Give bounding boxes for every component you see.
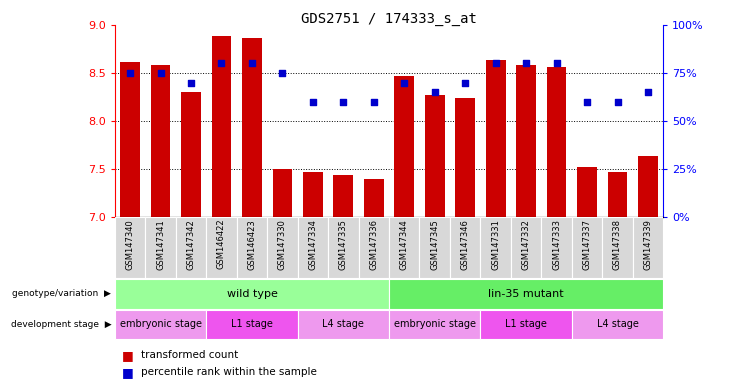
Bar bbox=[298, 310, 389, 339]
Point bbox=[276, 70, 288, 76]
Text: L1 stage: L1 stage bbox=[231, 319, 273, 329]
Text: GSM147338: GSM147338 bbox=[613, 219, 622, 270]
Bar bbox=[359, 217, 389, 278]
Text: GSM147336: GSM147336 bbox=[369, 219, 379, 270]
Text: GSM147335: GSM147335 bbox=[339, 219, 348, 270]
Bar bbox=[268, 217, 298, 278]
Bar bbox=[547, 67, 566, 217]
Bar bbox=[455, 98, 475, 217]
Text: genotype/variation  ▶: genotype/variation ▶ bbox=[13, 289, 111, 298]
Bar bbox=[608, 172, 628, 217]
Text: GSM147341: GSM147341 bbox=[156, 219, 165, 270]
Point bbox=[581, 99, 593, 105]
Bar bbox=[577, 167, 597, 217]
Text: ■: ■ bbox=[122, 349, 134, 362]
Bar bbox=[150, 65, 170, 217]
Point bbox=[490, 60, 502, 66]
Text: L4 stage: L4 stage bbox=[322, 319, 365, 329]
Text: GSM147330: GSM147330 bbox=[278, 219, 287, 270]
Point bbox=[642, 89, 654, 95]
Bar bbox=[450, 217, 480, 278]
Point bbox=[551, 60, 562, 66]
Text: GSM147345: GSM147345 bbox=[431, 219, 439, 270]
Bar bbox=[480, 217, 511, 278]
Bar bbox=[602, 217, 633, 278]
Bar bbox=[206, 310, 298, 339]
Point bbox=[337, 99, 349, 105]
Text: GSM147332: GSM147332 bbox=[522, 219, 531, 270]
Point bbox=[429, 89, 441, 95]
Bar bbox=[303, 172, 323, 217]
Bar bbox=[486, 60, 505, 217]
Point bbox=[399, 79, 411, 86]
Text: GSM147339: GSM147339 bbox=[643, 219, 653, 270]
Bar bbox=[298, 217, 328, 278]
Bar bbox=[115, 279, 389, 308]
Text: GSM147337: GSM147337 bbox=[582, 219, 591, 270]
Point bbox=[246, 60, 258, 66]
Text: lin-35 mutant: lin-35 mutant bbox=[488, 289, 564, 299]
Bar bbox=[236, 217, 268, 278]
Text: embryonic stage: embryonic stage bbox=[119, 319, 202, 329]
Text: GSM146423: GSM146423 bbox=[247, 219, 256, 270]
Bar bbox=[242, 38, 262, 217]
Text: GSM147342: GSM147342 bbox=[187, 219, 196, 270]
Text: GSM147346: GSM147346 bbox=[461, 219, 470, 270]
Text: GSM147334: GSM147334 bbox=[308, 219, 317, 270]
Bar bbox=[572, 310, 663, 339]
Bar bbox=[516, 65, 536, 217]
Text: GSM146422: GSM146422 bbox=[217, 219, 226, 270]
Text: wild type: wild type bbox=[227, 289, 277, 299]
Text: GSM147340: GSM147340 bbox=[125, 219, 135, 270]
Bar bbox=[333, 175, 353, 217]
Text: percentile rank within the sample: percentile rank within the sample bbox=[141, 367, 316, 377]
Bar bbox=[511, 217, 542, 278]
Bar bbox=[328, 217, 359, 278]
Text: GSM147331: GSM147331 bbox=[491, 219, 500, 270]
Bar bbox=[633, 217, 663, 278]
Text: L1 stage: L1 stage bbox=[505, 319, 547, 329]
Bar bbox=[212, 36, 231, 217]
Bar bbox=[425, 95, 445, 217]
Point bbox=[459, 79, 471, 86]
Text: ■: ■ bbox=[122, 366, 134, 379]
Text: L4 stage: L4 stage bbox=[597, 319, 639, 329]
Point bbox=[611, 99, 623, 105]
Point bbox=[216, 60, 227, 66]
Bar bbox=[206, 217, 236, 278]
Bar bbox=[273, 169, 292, 217]
Point bbox=[307, 99, 319, 105]
Bar bbox=[419, 217, 450, 278]
Bar bbox=[389, 217, 419, 278]
Bar bbox=[145, 217, 176, 278]
Bar bbox=[364, 179, 384, 217]
Point bbox=[124, 70, 136, 76]
Point bbox=[155, 70, 167, 76]
Bar bbox=[638, 157, 658, 217]
Point bbox=[368, 99, 379, 105]
Bar bbox=[389, 279, 663, 308]
Bar bbox=[394, 76, 414, 217]
Point bbox=[185, 79, 197, 86]
Bar bbox=[181, 92, 201, 217]
Text: embryonic stage: embryonic stage bbox=[393, 319, 476, 329]
Text: GDS2751 / 174333_s_at: GDS2751 / 174333_s_at bbox=[301, 12, 477, 25]
Text: transformed count: transformed count bbox=[141, 350, 238, 360]
Bar bbox=[120, 63, 140, 217]
Bar bbox=[115, 310, 206, 339]
Bar bbox=[115, 217, 145, 278]
Bar bbox=[480, 310, 572, 339]
Bar bbox=[572, 217, 602, 278]
Bar bbox=[176, 217, 206, 278]
Text: development stage  ▶: development stage ▶ bbox=[10, 320, 111, 329]
Bar bbox=[389, 310, 480, 339]
Point bbox=[520, 60, 532, 66]
Text: GSM147333: GSM147333 bbox=[552, 219, 561, 270]
Bar bbox=[542, 217, 572, 278]
Text: GSM147344: GSM147344 bbox=[399, 219, 409, 270]
